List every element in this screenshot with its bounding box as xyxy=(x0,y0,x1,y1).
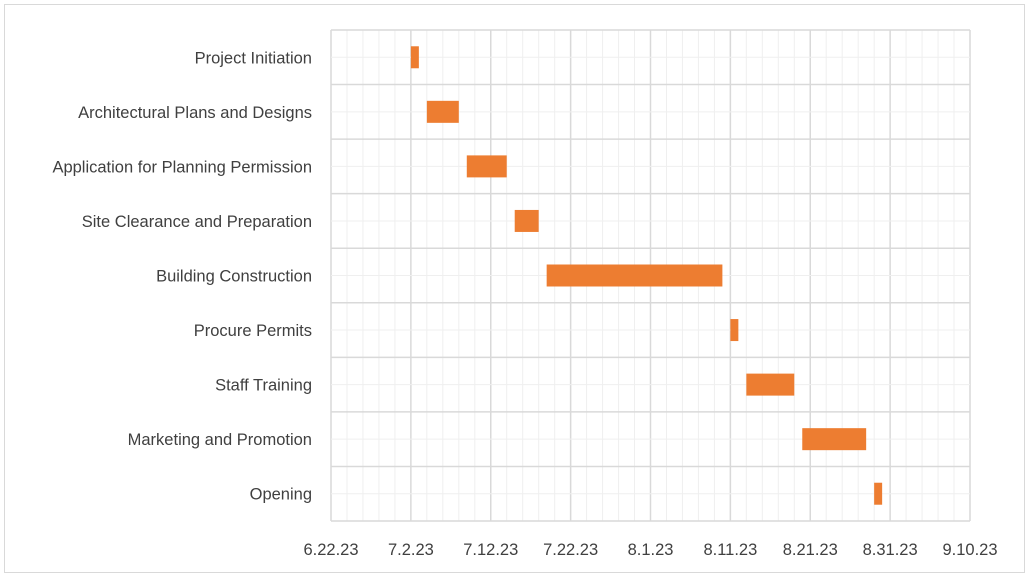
task-bar xyxy=(730,319,739,342)
x-tick-label: 8.1.23 xyxy=(628,541,674,559)
chart-frame xyxy=(4,4,1025,573)
task-label: Architectural Plans and Designs xyxy=(78,104,312,122)
x-tick-label: 8.11.23 xyxy=(703,541,757,559)
task-label: Procure Permits xyxy=(194,322,312,340)
task-label: Staff Training xyxy=(215,377,312,395)
task-label: Building Construction xyxy=(156,268,312,286)
x-tick-label: 7.22.23 xyxy=(543,541,598,559)
task-bar xyxy=(746,373,795,396)
task-label: Application for Planning Permission xyxy=(52,158,312,176)
task-label: Opening xyxy=(250,486,312,504)
task-bar xyxy=(410,46,419,69)
task-bar xyxy=(466,155,507,178)
x-tick-label: 9.10.23 xyxy=(942,541,997,559)
task-label: Site Clearance and Preparation xyxy=(82,213,312,231)
task-label: Marketing and Promotion xyxy=(128,431,312,449)
x-tick-label: 7.2.23 xyxy=(388,541,434,559)
x-tick-label: 6.22.23 xyxy=(303,541,358,559)
x-tick-label: 8.31.23 xyxy=(863,541,918,559)
task-bar xyxy=(802,428,867,451)
x-tick-label: 7.12.23 xyxy=(463,541,518,559)
task-bar xyxy=(514,209,539,232)
task-bar xyxy=(426,100,459,123)
task-bar xyxy=(546,264,723,287)
x-tick-label: 8.21.23 xyxy=(783,541,838,559)
task-label: Project Initiation xyxy=(195,49,312,67)
task-bar xyxy=(874,482,883,505)
